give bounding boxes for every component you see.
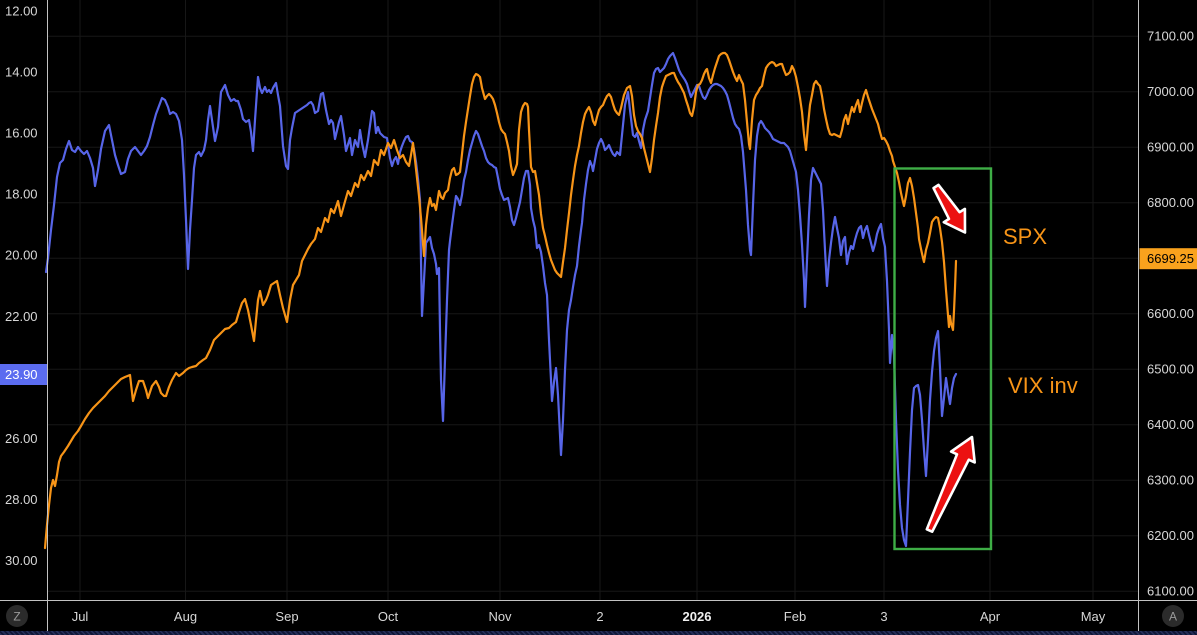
svg-text:7100.00: 7100.00	[1147, 29, 1194, 44]
svg-text:2026: 2026	[683, 609, 712, 624]
svg-text:Apr: Apr	[980, 609, 1001, 624]
svg-text:Jul: Jul	[72, 609, 89, 624]
svg-text:20.00: 20.00	[5, 248, 38, 263]
svg-text:14.00: 14.00	[5, 64, 38, 79]
svg-text:Oct: Oct	[378, 609, 399, 624]
svg-text:16.00: 16.00	[5, 126, 38, 141]
svg-text:Feb: Feb	[784, 609, 806, 624]
svg-text:12.00: 12.00	[5, 3, 38, 18]
svg-text:6300.00: 6300.00	[1147, 473, 1194, 488]
svg-text:VIX inv: VIX inv	[1008, 373, 1078, 398]
svg-text:Z: Z	[13, 610, 20, 624]
svg-text:26.00: 26.00	[5, 431, 38, 446]
svg-text:6900.00: 6900.00	[1147, 140, 1194, 155]
svg-text:30.00: 30.00	[5, 553, 38, 568]
svg-text:23.90: 23.90	[5, 367, 38, 382]
svg-text:May: May	[1081, 609, 1106, 624]
svg-text:2: 2	[596, 609, 603, 624]
svg-text:6200.00: 6200.00	[1147, 528, 1194, 543]
svg-text:22.00: 22.00	[5, 309, 38, 324]
svg-text:28.00: 28.00	[5, 492, 38, 507]
svg-text:6400.00: 6400.00	[1147, 417, 1194, 432]
svg-text:Aug: Aug	[174, 609, 197, 624]
svg-text:18.00: 18.00	[5, 187, 38, 202]
svg-text:SPX: SPX	[1003, 224, 1047, 249]
svg-text:Nov: Nov	[488, 609, 512, 624]
svg-text:6600.00: 6600.00	[1147, 306, 1194, 321]
svg-text:6100.00: 6100.00	[1147, 584, 1194, 599]
svg-text:7000.00: 7000.00	[1147, 84, 1194, 99]
svg-text:Sep: Sep	[275, 609, 298, 624]
svg-text:6500.00: 6500.00	[1147, 362, 1194, 377]
svg-text:A: A	[1169, 610, 1177, 624]
svg-text:6699.25: 6699.25	[1147, 251, 1194, 266]
svg-text:3: 3	[880, 609, 887, 624]
svg-text:6800.00: 6800.00	[1147, 195, 1194, 210]
